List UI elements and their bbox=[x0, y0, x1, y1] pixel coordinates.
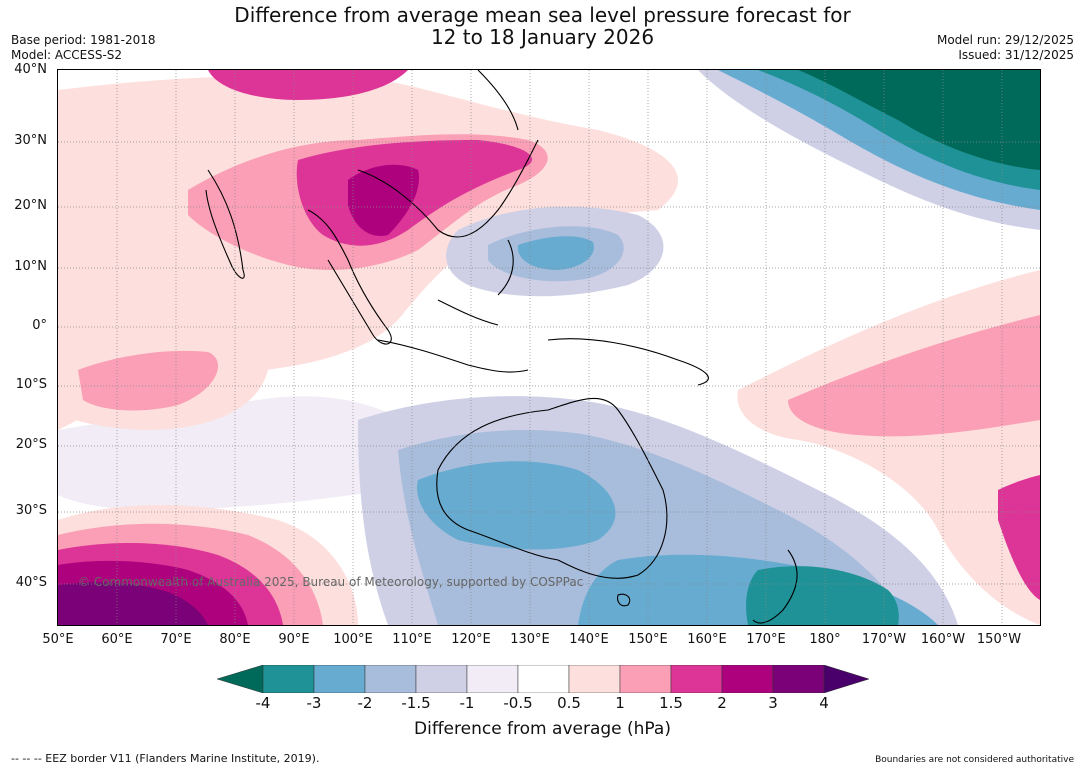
positive-anomaly-west-io-core bbox=[78, 350, 218, 411]
colorbar-tick: 1.5 bbox=[659, 694, 683, 712]
positive-anomaly-tibet bbox=[208, 70, 408, 100]
coast-malay-peninsula bbox=[307, 209, 392, 345]
colorbar-swatch-9 bbox=[670, 665, 723, 693]
negative-anomaly-npac-core bbox=[798, 70, 1040, 170]
negative-anomaly-tasman-core bbox=[746, 566, 899, 625]
positive-anomaly-spac-mid bbox=[788, 315, 1040, 437]
lon-label-150e: 150°E bbox=[628, 632, 668, 647]
colorbar-swatch-1 bbox=[262, 665, 315, 693]
lon-label-110e: 110°E bbox=[392, 632, 432, 647]
model-run: Model run: 29/12/2025 bbox=[936, 33, 1074, 47]
lon-label-60e: 60°E bbox=[101, 632, 133, 647]
lon-label-80e: 80°E bbox=[219, 632, 251, 647]
colorbar-tick: 2 bbox=[717, 694, 727, 712]
lat-label-30n: 30°N bbox=[14, 133, 47, 148]
lon-label-180: 180° bbox=[809, 632, 841, 647]
colorbar-swatch-11 bbox=[772, 665, 825, 693]
copyright-notice: © Commonwealth of Australia 2025, Bureau… bbox=[78, 575, 584, 589]
lon-label-160e: 160°E bbox=[687, 632, 727, 647]
issued-date: Issued: 31/12/2025 bbox=[958, 48, 1074, 62]
footer-eez-note: -- -- -- EEZ border V11 (Flanders Marine… bbox=[11, 752, 320, 765]
meta-right: Model run: 29/12/2025 Issued: 31/12/2025 bbox=[937, 33, 1074, 63]
colorbar-swatch-0 bbox=[217, 665, 264, 693]
colorbar-swatch-8 bbox=[619, 665, 672, 693]
lon-label-130e: 130°E bbox=[510, 632, 550, 647]
lat-label-20s: 20°S bbox=[15, 437, 47, 452]
negative-anomaly-philippines-core bbox=[517, 236, 594, 270]
model-name: Model: ACCESS-S2 bbox=[11, 48, 123, 62]
lon-label-150w: 150°W bbox=[976, 632, 1022, 647]
coast-new-zealand bbox=[752, 549, 798, 624]
lat-label-20n: 20°N bbox=[14, 198, 47, 213]
lon-label-140e: 140°E bbox=[569, 632, 609, 647]
colorbar-title: Difference from average (hPa) bbox=[414, 719, 671, 739]
title-line-1: Difference from average mean sea level p… bbox=[234, 3, 851, 27]
graticule bbox=[58, 70, 1040, 625]
lon-label-120e: 120°E bbox=[451, 632, 491, 647]
colorbar-tick: -4 bbox=[255, 694, 271, 712]
coast-new-guinea bbox=[547, 338, 709, 386]
colorbar-tick: -0.5 bbox=[503, 694, 533, 712]
coast-korea-japan bbox=[477, 70, 519, 131]
coastlines bbox=[205, 70, 798, 624]
lat-label-10s: 10°S bbox=[15, 377, 47, 392]
colorbar bbox=[217, 665, 869, 693]
coast-sumatra-java bbox=[377, 339, 529, 373]
lat-label-40n: 40°N bbox=[14, 62, 47, 77]
coast-borneo bbox=[437, 299, 499, 326]
coast-india bbox=[205, 169, 245, 279]
colorbar-tick: -3 bbox=[306, 694, 322, 712]
colorbar-swatch-5 bbox=[466, 665, 519, 693]
lon-label-90e: 90°E bbox=[278, 632, 310, 647]
positive-anomaly-sio-peak bbox=[58, 582, 208, 625]
lat-label-30s: 30°S bbox=[15, 503, 47, 518]
chart-title: Difference from average mean sea level p… bbox=[0, 4, 1085, 48]
colorbar-tick: 4 bbox=[819, 694, 829, 712]
colorbar-swatch-4 bbox=[415, 665, 468, 693]
lat-label-40s: 40°S bbox=[15, 575, 47, 590]
pressure-map bbox=[58, 70, 1040, 625]
footer-disclaimer: Boundaries are not considered authoritat… bbox=[875, 755, 1074, 765]
colorbar-tick: 3 bbox=[768, 694, 778, 712]
lat-label-10n: 10°N bbox=[14, 259, 47, 274]
colorbar-swatch-6 bbox=[517, 665, 570, 693]
colorbar-tick: 1 bbox=[615, 694, 625, 712]
colorbar-tick: -2 bbox=[357, 694, 373, 712]
lon-label-70e: 70°E bbox=[160, 632, 192, 647]
lon-label-50e: 50°E bbox=[42, 632, 74, 647]
meta-left: Base period: 1981-2018 Model: ACCESS-S2 bbox=[11, 33, 156, 63]
lon-label-170e: 170°E bbox=[746, 632, 786, 647]
map-panel[interactable]: © Commonwealth of Australia 2025, Bureau… bbox=[57, 69, 1041, 626]
positive-anomaly-spac-east bbox=[998, 475, 1040, 600]
coast-australia bbox=[436, 397, 668, 579]
negative-anomaly-australia-core bbox=[417, 461, 616, 550]
lon-label-100e: 100°E bbox=[333, 632, 373, 647]
base-period: Base period: 1981-2018 bbox=[11, 33, 156, 47]
lat-label-0: 0° bbox=[32, 318, 47, 333]
coast-philippines bbox=[497, 239, 514, 296]
colorbar-swatch-10 bbox=[721, 665, 774, 693]
colorbar-swatch-7 bbox=[568, 665, 621, 693]
coast-tasmania bbox=[617, 593, 631, 607]
lon-label-170w: 170°W bbox=[861, 632, 907, 647]
colorbar-tick: -1 bbox=[459, 694, 475, 712]
colorbar-swatch-12 bbox=[823, 665, 869, 693]
title-line-2: 12 to 18 January 2026 bbox=[430, 25, 655, 49]
coast-china bbox=[357, 139, 539, 238]
colorbar-tick: -1.5 bbox=[401, 694, 431, 712]
colorbar-swatch-2 bbox=[313, 665, 366, 693]
positive-anomaly-indochina-peak bbox=[348, 164, 419, 236]
lon-label-160w: 160°W bbox=[920, 632, 966, 647]
colorbar-tick: 0.5 bbox=[557, 694, 581, 712]
colorbar-swatch-3 bbox=[364, 665, 417, 693]
